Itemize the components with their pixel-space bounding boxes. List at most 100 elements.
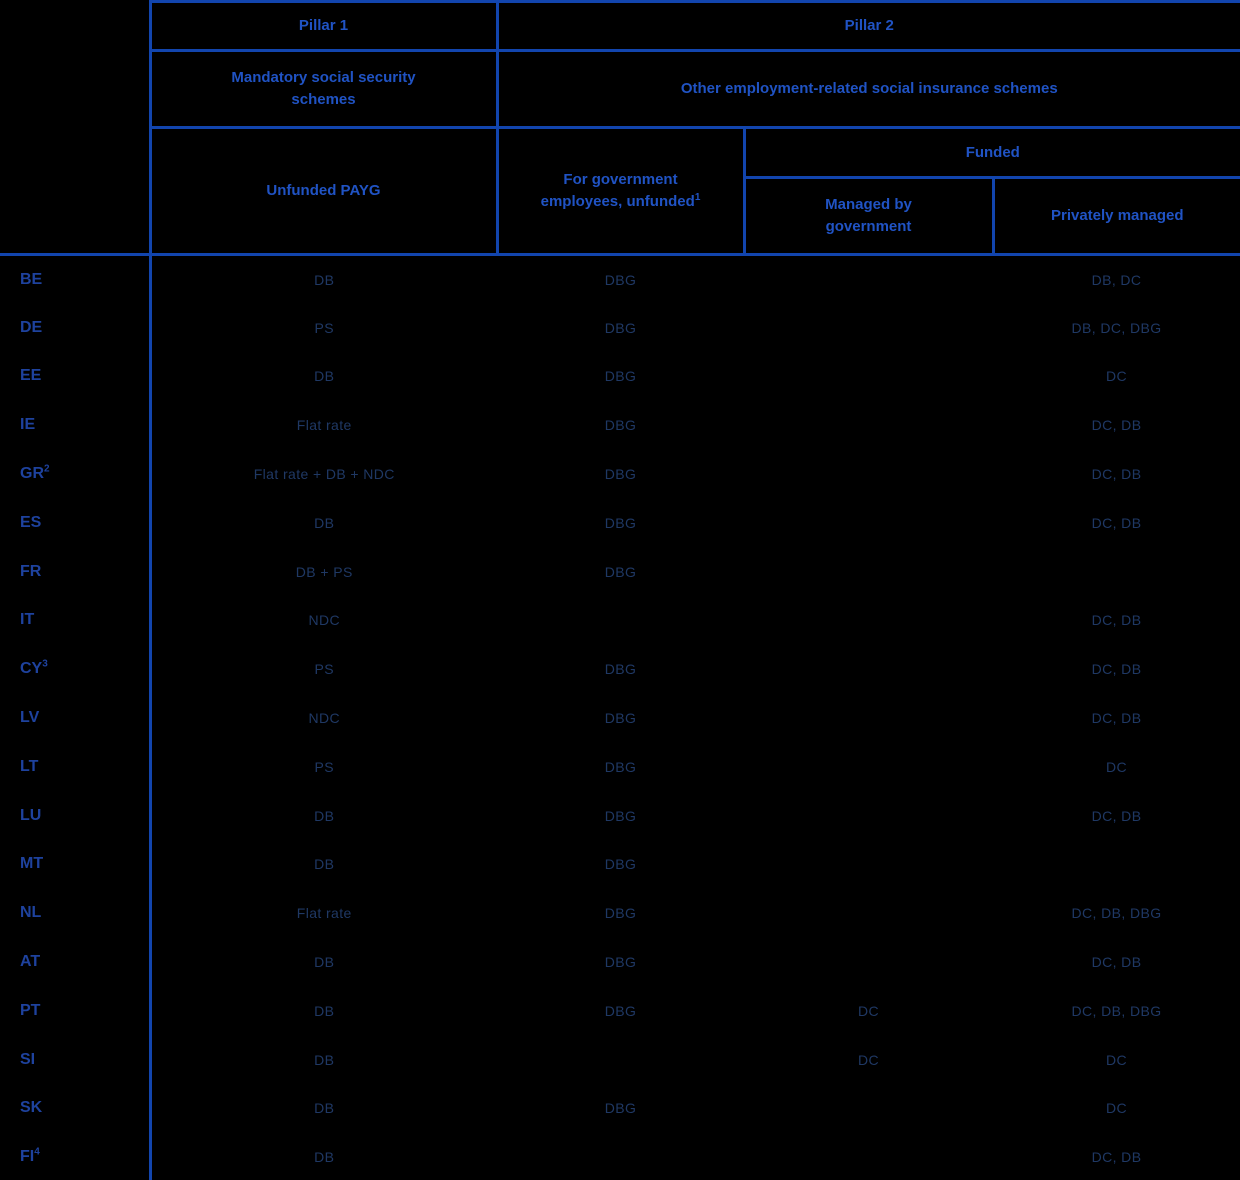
cell-gov-employees bbox=[497, 596, 744, 645]
cell-managed-by-government bbox=[744, 1084, 993, 1133]
cell-managed-by-government: DC bbox=[857, 1051, 880, 1068]
cell-managed-by-government: DC bbox=[857, 1002, 880, 1019]
header-mandatory-schemes: Mandatory social security schemes bbox=[148, 49, 497, 128]
cell-gov-employees: DBG bbox=[604, 466, 637, 483]
cell-privately-managed: DC bbox=[1106, 368, 1128, 385]
cell-managed-by-government bbox=[744, 255, 993, 304]
cell-unfunded-payg: Flat rate + DB + NDC bbox=[253, 466, 395, 483]
header-other-schemes: Other employment-related social insuranc… bbox=[495, 49, 1240, 128]
country-code: AT bbox=[0, 937, 152, 987]
cell-gov-employees bbox=[497, 1133, 744, 1180]
cell-managed-by-government bbox=[744, 694, 993, 743]
table-row: DE PS DBG DB, DC, DBG bbox=[0, 303, 1240, 353]
cell-unfunded-payg: DB bbox=[314, 807, 335, 824]
cell-gov-employees: DBG bbox=[604, 1100, 637, 1117]
country-code: CY3 bbox=[0, 644, 152, 694]
cell-gov-employees: DBG bbox=[604, 1002, 637, 1019]
header-pillar2: Pillar 2 bbox=[495, 0, 1240, 51]
cell-privately-managed: DC, DB bbox=[1091, 807, 1142, 824]
cell-unfunded-payg: DB + PS bbox=[295, 563, 353, 580]
header-row-pillars: Pillar 1 Pillar 2 bbox=[0, 0, 1240, 256]
cell-gov-employees: DBG bbox=[604, 514, 637, 531]
country-code: DE bbox=[0, 303, 152, 353]
table-row: LU DB DBG DC, DB bbox=[0, 791, 1240, 841]
cell-privately-managed: DC, DB bbox=[1091, 954, 1142, 971]
cell-unfunded-payg: DB bbox=[314, 271, 335, 288]
cell-unfunded-payg: PS bbox=[314, 661, 334, 678]
country-code: SI bbox=[0, 1035, 152, 1085]
cell-privately-managed: DC bbox=[1106, 1100, 1128, 1117]
cell-managed-by-government bbox=[744, 791, 993, 840]
header-pillar1: Pillar 1 bbox=[148, 0, 497, 51]
table-body: BE DB DBG DB, DC DE PS DBG DB, DC, DBG EE DB DBG DC… bbox=[0, 254, 1240, 1180]
cell-privately-managed: DC, DB, DBG bbox=[1071, 1002, 1162, 1019]
country-code: PT bbox=[0, 986, 152, 1036]
table-row: AT DB DBG DC, DB bbox=[0, 937, 1240, 987]
cell-managed-by-government bbox=[744, 938, 993, 987]
country-code: MT bbox=[0, 840, 152, 889]
country-code: BE bbox=[0, 254, 152, 304]
cell-gov-employees: DBG bbox=[604, 319, 637, 336]
country-code: SK bbox=[0, 1084, 152, 1133]
cell-unfunded-payg: DB bbox=[314, 368, 335, 385]
header-gov-employees-text: For government employees, unfunded bbox=[540, 171, 695, 210]
footnote-marker-1: 1 bbox=[694, 192, 701, 203]
cell-unfunded-payg: NDC bbox=[308, 710, 341, 727]
cell-privately-managed: DC, DB bbox=[1091, 661, 1142, 678]
cell-unfunded-payg: DB bbox=[314, 1002, 335, 1019]
country-code: NL bbox=[0, 888, 152, 938]
cell-unfunded-payg: DB bbox=[314, 1149, 335, 1166]
cell-unfunded-payg: NDC bbox=[308, 612, 341, 629]
cell-privately-managed bbox=[993, 840, 1240, 889]
cell-managed-by-government bbox=[744, 742, 993, 791]
table-row: EE DB DBG DC bbox=[0, 352, 1240, 401]
cell-gov-employees: DBG bbox=[604, 758, 637, 775]
cell-privately-managed: DC, DB bbox=[1091, 466, 1142, 483]
cell-privately-managed: DC, DB bbox=[1091, 710, 1142, 727]
country-code: IT bbox=[0, 596, 152, 645]
cell-unfunded-payg: PS bbox=[314, 758, 334, 775]
table-row: PT DB DBG DC DC, DB, DBG bbox=[0, 986, 1240, 1036]
country-code: FR bbox=[0, 547, 152, 597]
table-row: SK DB DBG DC bbox=[0, 1084, 1240, 1133]
cell-managed-by-government bbox=[744, 889, 993, 938]
cell-privately-managed: DC, DB bbox=[1091, 1149, 1142, 1166]
header-row-managed: Managed by government Privately managed bbox=[0, 176, 1240, 256]
table-row: GR2 Flat rate + DB + NDC DBG DC, DB bbox=[0, 449, 1240, 499]
table-row: FR DB + PS DBG bbox=[0, 547, 1240, 597]
cell-unfunded-payg: PS bbox=[314, 319, 334, 336]
cell-gov-employees: DBG bbox=[604, 563, 637, 580]
cell-unfunded-payg: DB bbox=[314, 954, 335, 971]
header-privately-managed: Privately managed bbox=[991, 176, 1240, 256]
cell-privately-managed: DC bbox=[1106, 758, 1128, 775]
cell-unfunded-payg: Flat rate bbox=[296, 905, 352, 922]
cell-gov-employees: DBG bbox=[604, 807, 637, 824]
cell-managed-by-government bbox=[744, 840, 993, 889]
country-code: LT bbox=[0, 742, 152, 792]
cell-gov-employees: DBG bbox=[604, 905, 637, 922]
table-row: FI4 DB DC, DB bbox=[0, 1132, 1240, 1180]
cell-unfunded-payg: DB bbox=[314, 1051, 335, 1068]
table-row: NL Flat rate DBG DC, DB, DBG bbox=[0, 888, 1240, 938]
country-code: FI4 bbox=[0, 1132, 152, 1180]
cell-privately-managed: DC, DB bbox=[1091, 417, 1142, 434]
cell-managed-by-government bbox=[744, 450, 993, 499]
cell-gov-employees: DBG bbox=[604, 271, 637, 288]
country-footnote-marker: 2 bbox=[44, 463, 50, 475]
header-row-schemes: Mandatory social security schemes Other … bbox=[0, 49, 1240, 128]
cell-unfunded-payg: DB bbox=[314, 1100, 335, 1117]
cell-gov-employees: DBG bbox=[604, 710, 637, 727]
cell-managed-by-government bbox=[744, 352, 993, 401]
table-row: ES DB DBG DC, DB bbox=[0, 498, 1240, 548]
table-row: MT DB DBG bbox=[0, 840, 1240, 889]
cell-unfunded-payg: DB bbox=[314, 856, 335, 873]
table-row: IE Flat rate DBG DC, DB bbox=[0, 400, 1240, 450]
cell-privately-managed: DC bbox=[1106, 1051, 1128, 1068]
cell-gov-employees bbox=[497, 1035, 744, 1084]
cell-managed-by-government bbox=[744, 401, 993, 450]
cell-managed-by-government bbox=[744, 596, 993, 645]
country-code: GR2 bbox=[0, 449, 152, 499]
country-footnote-marker: 3 bbox=[42, 658, 48, 670]
cell-gov-employees: DBG bbox=[604, 661, 637, 678]
